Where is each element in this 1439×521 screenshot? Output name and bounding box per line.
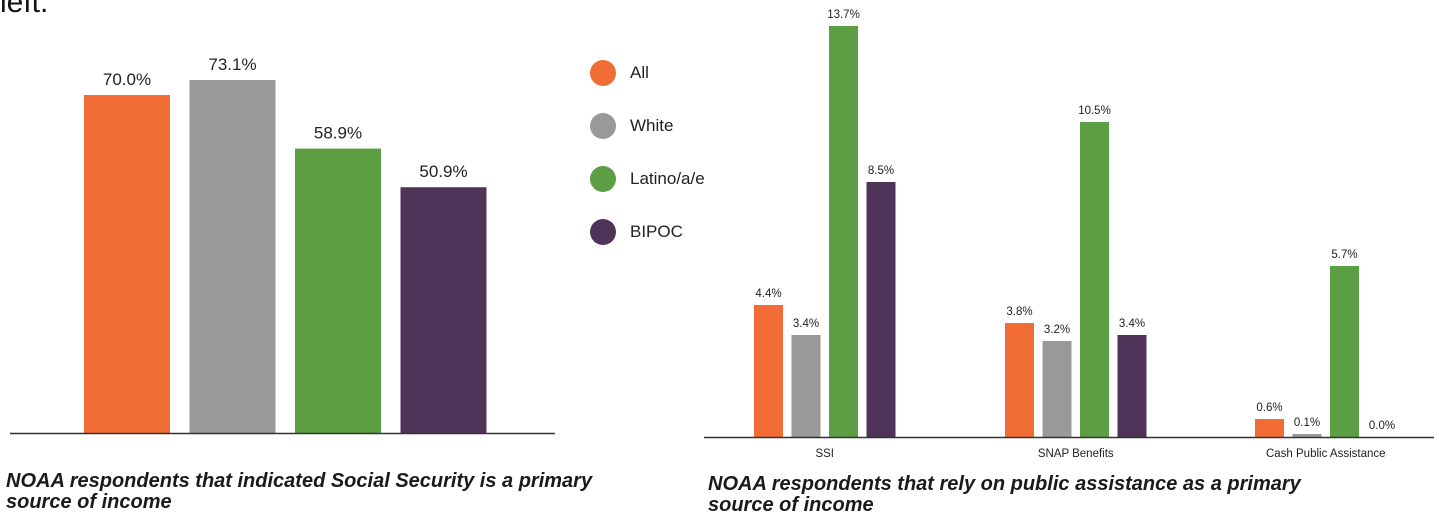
legend-label-latino: Latino/a/e <box>630 169 705 188</box>
data-label-cash-public-assistance-all: 0.6% <box>1256 402 1282 414</box>
data-label-snap-benefits-bipoc: 3.4% <box>1119 318 1145 330</box>
data-label-latino-a-e: 58.9% <box>314 124 362 143</box>
data-label-snap-benefits-white: 3.2% <box>1044 324 1070 336</box>
data-label-ssi-bipoc: 8.5% <box>868 165 894 177</box>
bar-latino-a-e <box>295 148 381 433</box>
bar-ssi-latino-a-e <box>829 26 858 437</box>
legend-label-all: All <box>630 63 649 82</box>
legend-label-white: White <box>630 116 674 135</box>
data-label-ssi-white: 3.4% <box>793 318 819 330</box>
bar-ssi-bipoc <box>866 182 896 437</box>
data-label-bipoc: 50.9% <box>419 162 467 181</box>
bar-snap-benefits-bipoc <box>1117 335 1147 437</box>
x-tick-label-ssi: SSI <box>815 448 834 460</box>
legend-swatch-latino <box>590 166 616 192</box>
bar-ssi-white <box>791 335 821 437</box>
data-label-snap-benefits-all: 3.8% <box>1006 306 1032 318</box>
bar-cash-public-assistance-all <box>1255 419 1284 437</box>
legend-swatch-bipoc <box>590 219 616 245</box>
data-label-cash-public-assistance-bipoc: 0.0% <box>1369 420 1395 432</box>
data-label-cash-public-assistance-latino-a-e: 5.7% <box>1331 249 1357 261</box>
legend-item-all: All <box>590 60 649 86</box>
intro-text-fragment: left. <box>0 0 49 19</box>
bar-all <box>84 95 170 433</box>
bar-cash-public-assistance-latino-a-e <box>1330 266 1359 437</box>
bar-bipoc <box>400 187 487 433</box>
bar-snap-benefits-white <box>1042 341 1072 437</box>
left-chart-caption: NOAA respondents that indicated Social S… <box>6 470 593 513</box>
legend-item-latino: Latino/a/e <box>590 166 705 192</box>
data-label-all: 70.0% <box>103 70 151 89</box>
bar-snap-benefits-latino-a-e <box>1080 122 1109 437</box>
legend-label-bipoc: BIPOC <box>630 222 683 241</box>
x-tick-label-cash-public-assistance: Cash Public Assistance <box>1266 448 1386 460</box>
data-label-ssi-all: 4.4% <box>755 288 781 300</box>
data-label-cash-public-assistance-white: 0.1% <box>1294 417 1320 429</box>
right-chart-caption: NOAA respondents that rely on public ass… <box>708 473 1301 516</box>
bar-snap-benefits-all <box>1005 323 1034 437</box>
legend-item-white: White <box>590 113 673 139</box>
bar-ssi-all <box>754 305 783 437</box>
data-label-snap-benefits-latino-a-e: 10.5% <box>1078 105 1111 117</box>
bar-white <box>189 80 276 433</box>
legend-swatch-white <box>590 113 616 139</box>
legend-item-bipoc: BIPOC <box>590 219 683 245</box>
x-tick-label-snap-benefits: SNAP Benefits <box>1038 448 1114 460</box>
data-label-ssi-latino-a-e: 13.7% <box>827 9 860 21</box>
data-label-white: 73.1% <box>208 55 256 74</box>
legend-swatch-all <box>590 60 616 86</box>
bar-cash-public-assistance-white <box>1292 434 1322 437</box>
